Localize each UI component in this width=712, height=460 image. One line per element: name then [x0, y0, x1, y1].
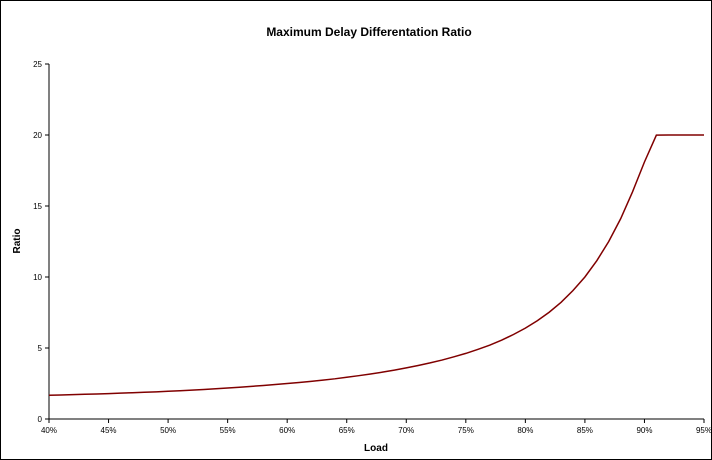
x-tick-label: 75% — [458, 426, 474, 435]
x-tick-label: 55% — [220, 426, 236, 435]
x-tick-label: 50% — [160, 426, 176, 435]
x-tick-label: 95% — [696, 426, 711, 435]
x-tick-label: 90% — [636, 426, 652, 435]
x-tick-label: 65% — [339, 426, 355, 435]
y-tick-label: 15 — [33, 202, 42, 211]
x-tick-label: 45% — [101, 426, 117, 435]
x-axis-title: Load — [364, 443, 388, 454]
x-tick-label: 40% — [41, 426, 57, 435]
y-tick-label: 20 — [33, 131, 42, 140]
y-axis-ticks: 0 5 10 15 20 25 — [33, 60, 49, 424]
x-tick-label: 70% — [398, 426, 414, 435]
x-axis-ticks: 40% 45% 50% 55% 60% 65% 70% 75% 80% 85% 90% 95% — [41, 419, 711, 435]
y-tick-label: 0 — [38, 415, 43, 424]
x-tick-label: 80% — [517, 426, 533, 435]
y-tick-label: 5 — [38, 344, 43, 353]
series-line — [48, 134, 704, 397]
y-axis-title: Ratio — [12, 229, 23, 254]
x-tick-label: 85% — [577, 426, 593, 435]
y-tick-label: 25 — [33, 60, 42, 69]
chart-title: Maximum Delay Differentation Ratio — [266, 25, 471, 39]
y-tick-label: 10 — [33, 273, 42, 282]
x-tick-label: 60% — [279, 426, 295, 435]
